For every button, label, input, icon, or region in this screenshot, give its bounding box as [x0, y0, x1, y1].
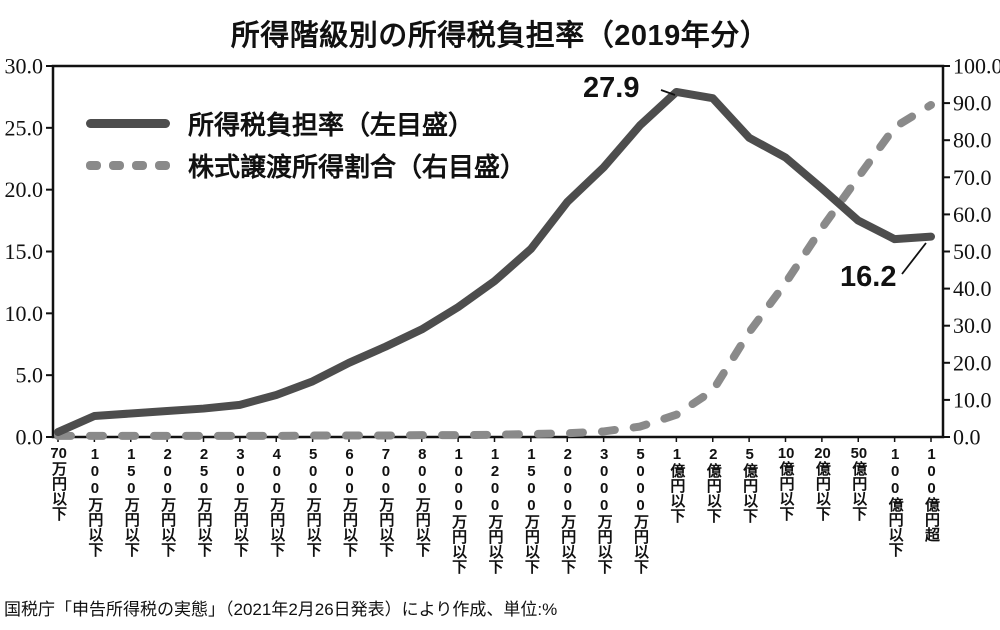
- x-axis-label: 2億円以下: [704, 446, 722, 523]
- right-axis-tick-label: 80.0: [953, 128, 992, 153]
- x-axis-label: 100億円超: [923, 446, 940, 542]
- right-axis-tick-label: 30.0: [953, 313, 992, 338]
- x-axis-label: 5億円以下: [741, 446, 759, 523]
- annotation-label: 27.9: [583, 72, 640, 104]
- right-axis-tick-label: 10.0: [953, 387, 992, 412]
- right-axis-tick-label: 70.0: [953, 165, 992, 190]
- left-axis-tick-label: 30.0: [5, 54, 44, 79]
- x-axis-label: 3000万円以下: [595, 446, 613, 574]
- x-axis-label: 1億円以下: [668, 446, 686, 523]
- x-axis-label: 2000万円以下: [559, 446, 577, 574]
- legend-item-tax-rate: 所得税負担率（左目盛）: [86, 102, 526, 144]
- x-axis-label: 800万円以下: [413, 446, 431, 557]
- annotation-callout: [660, 89, 676, 96]
- x-axis-label: 1500万円以下: [522, 446, 540, 574]
- annotation-callout: [901, 242, 927, 275]
- right-axis-tick-label: 50.0: [953, 239, 992, 264]
- x-axis-label: 300万円以下: [231, 446, 249, 557]
- x-axis-label: 100万円以下: [86, 446, 104, 557]
- chart-title: 所得階級別の所得税負担率（2019年分）: [230, 20, 770, 52]
- x-axis-label: 150万円以下: [122, 446, 140, 557]
- left-axis-tick-label: 10.0: [5, 301, 44, 326]
- right-axis-tick-label: 100.0: [953, 54, 1000, 79]
- annotation-label: 16.2: [840, 261, 897, 293]
- x-axis-label: 5000万円以下: [632, 446, 649, 574]
- left-axis-tick-label: 15.0: [5, 239, 44, 264]
- right-axis-tick-label: 60.0: [953, 202, 992, 227]
- left-axis-tick-label: 20.0: [5, 177, 44, 202]
- legend-label: 所得税負担率（左目盛）: [188, 109, 475, 140]
- right-axis-tick-label: 90.0: [953, 91, 992, 116]
- x-axis-label: 20億円以下: [813, 446, 831, 521]
- x-axis-label: 1000万円以下: [450, 446, 468, 574]
- legend-item-stock-gain-share: 株式譲渡所得割合（右目盛）: [86, 144, 526, 186]
- x-axis-label: 1200万円以下: [486, 446, 504, 574]
- x-axis-label: 70万円以下: [50, 446, 67, 521]
- x-axis-label: 400万円以下: [268, 446, 286, 557]
- right-axis-tick-label: 20.0: [953, 350, 992, 375]
- legend-label: 株式譲渡所得割合（右目盛）: [188, 151, 527, 182]
- legend: 所得税負担率（左目盛） 株式譲渡所得割合（右目盛）: [86, 102, 526, 186]
- left-axis-tick-label: 25.0: [5, 115, 44, 140]
- x-axis-label: 250万円以下: [195, 446, 213, 557]
- x-axis-label: 100億円以下: [886, 446, 904, 557]
- source-note: 国税庁「申告所得税の実態」（2021年2月26日発表）により作成、単位:%: [4, 600, 558, 619]
- x-axis-label: 600万円以下: [341, 446, 358, 557]
- solid-line-swatch: [86, 118, 170, 128]
- x-axis-label: 50億円以下: [850, 446, 868, 521]
- tax-burden-line: [54, 87, 935, 437]
- x-axis-label: 700万円以下: [377, 446, 395, 557]
- left-axis-tick-label: 0.0: [16, 425, 44, 450]
- dashed-line-swatch: [86, 160, 170, 170]
- x-axis-label: 500万円以下: [304, 446, 322, 557]
- left-axis-tick-label: 5.0: [16, 363, 44, 388]
- right-axis-tick-label: 40.0: [953, 276, 992, 301]
- right-axis-tick-label: 0.0: [953, 425, 981, 450]
- x-axis-label: 200万円以下: [159, 446, 177, 557]
- x-axis-label: 10億円以下: [777, 446, 795, 521]
